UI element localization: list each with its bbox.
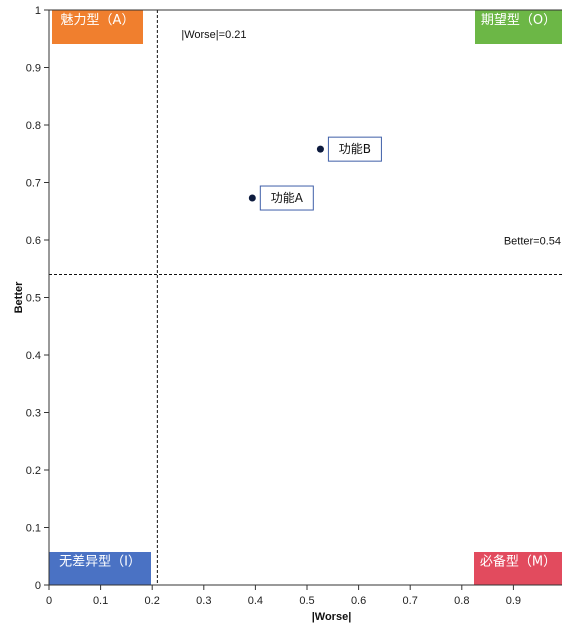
quadrant-bottom-left: 无差异型（I） <box>49 552 151 585</box>
worse-threshold-label: |Worse|=0.21 <box>181 29 246 41</box>
quadrant-badge <box>49 552 151 585</box>
quadrant-badge <box>52 10 143 44</box>
y-axis-ticks: 0 0.1 0.2 0.3 0.4 0.5 0.6 0.7 0.8 0.9 1 <box>26 5 49 592</box>
y-axis-title: Better <box>13 281 25 314</box>
better-threshold-label: Better=0.54 <box>504 236 561 248</box>
quadrant-label: 魅力型（A） <box>61 13 135 28</box>
x-tick-label: 0.8 <box>454 595 469 607</box>
y-tick-label: 1 <box>35 5 41 17</box>
quadrant-label: 无差异型（I） <box>59 555 141 570</box>
x-axis-ticks: 0 0.1 0.2 0.3 0.4 0.5 0.6 0.7 0.8 0.9 <box>46 585 521 607</box>
quadrant-bottom-right: 必备型（M） <box>474 552 562 585</box>
y-tick-label: 0.4 <box>26 350 41 362</box>
data-point-group: 功能B <box>316 136 382 162</box>
data-point-group: 功能A <box>248 185 314 211</box>
point-label-box <box>259 185 314 211</box>
quadrant-label: 期望型（O） <box>481 12 556 28</box>
y-tick-label: 0.5 <box>26 293 41 305</box>
data-points: 功能A 功能B <box>248 136 382 211</box>
data-point <box>316 145 324 153</box>
y-tick-label: 0.9 <box>26 63 41 75</box>
y-tick-label: 0 <box>35 580 41 592</box>
point-label-box <box>327 136 382 162</box>
x-tick-label: 0 <box>46 595 52 607</box>
x-tick-label: 0.4 <box>248 595 263 607</box>
x-tick-label: 0.5 <box>299 595 314 607</box>
x-tick-label: 0.2 <box>145 595 160 607</box>
x-tick-label: 0.3 <box>196 595 211 607</box>
data-point <box>248 194 256 202</box>
y-tick-label: 0.7 <box>26 178 41 190</box>
quadrant-badge <box>475 10 562 44</box>
x-tick-label: 0.1 <box>93 595 108 607</box>
x-tick-label: 0.9 <box>506 595 521 607</box>
x-tick-label: 0.6 <box>351 595 366 607</box>
quadrant-label: 必备型（M） <box>480 554 556 570</box>
quadrant-badge <box>474 552 562 585</box>
y-tick-label: 0.2 <box>26 465 41 477</box>
y-tick-label: 0.1 <box>26 523 41 535</box>
y-tick-label: 0.8 <box>26 120 41 132</box>
point-label: 功能A <box>271 191 304 205</box>
point-label: 功能B <box>339 142 371 156</box>
y-tick-label: 0.6 <box>26 235 41 247</box>
quadrant-top-right: 期望型（O） <box>475 10 562 44</box>
quadrant-labels: 魅力型（A） 期望型（O） 无差异型（I） 必备型（M） <box>49 10 562 585</box>
x-tick-label: 0.7 <box>403 595 418 607</box>
y-tick-label: 0.3 <box>26 408 41 420</box>
reference-lines: |Worse|=0.21 Better=0.54 <box>49 10 562 585</box>
quadrant-top-left: 魅力型（A） <box>52 10 143 44</box>
x-axis-title: |Worse| <box>312 611 352 623</box>
